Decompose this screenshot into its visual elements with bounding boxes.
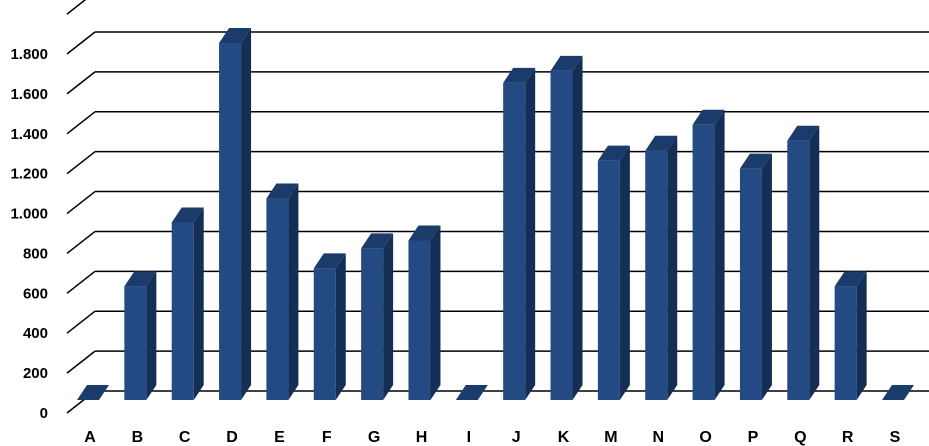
x-tick-label: O [699,429,711,446]
x-tick-label: K [558,429,570,446]
bar-s [882,385,914,400]
x-tick-label: C [179,429,191,446]
x-tick-label: F [322,429,332,446]
y-tick-label: 0 [40,405,48,422]
gridline [66,0,87,15]
y-tick-label: 800 [23,245,48,262]
bar-e [266,183,299,400]
bar-r [834,271,867,400]
x-tick-label: D [226,429,238,446]
bar-q [787,125,820,400]
y-tick-label: 1.600 [10,86,48,103]
y-axis-tick-labels: 0 200 400 600 800 1.000 1.200 1.400 1.600 1.800 [10,46,48,422]
bars [77,27,914,401]
x-tick-label: G [368,429,380,446]
bar-m [597,145,630,400]
x-tick-label: N [652,429,664,446]
y-tick-label: 400 [23,325,48,342]
x-tick-label: Q [794,429,806,446]
x-tick-label: B [132,429,144,446]
y-tick-label: 1.200 [10,166,48,183]
x-tick-label: A [84,429,96,446]
x-tick-label: I [467,429,471,446]
bar-h [408,225,441,400]
bar-i [455,385,488,400]
y-tick-label: 1.800 [10,46,48,63]
y-tick-label: 1.400 [10,126,48,143]
gridline [66,31,929,55]
x-tick-label: H [416,429,428,446]
y-tick-label: 1.000 [10,206,48,223]
gridline [66,71,929,95]
bar-n [645,135,678,400]
bar-j [503,67,536,400]
x-tick-label: R [842,429,854,446]
bar-c [171,207,204,400]
bar-p [739,153,772,400]
y-tick-label: 200 [23,365,48,382]
bar-b [124,271,157,400]
x-tick-label: E [274,429,285,446]
x-tick-label: J [512,429,521,446]
x-tick-label: M [604,429,617,446]
y-tick-label: 600 [23,285,48,302]
bar-k [550,55,583,401]
bar-g [361,233,394,400]
bar-o [692,109,725,401]
bar-d [219,27,252,400]
x-tick-label: P [748,429,759,446]
bar-f [313,253,346,400]
x-tick-label: S [890,429,901,446]
bar-a [77,385,109,400]
